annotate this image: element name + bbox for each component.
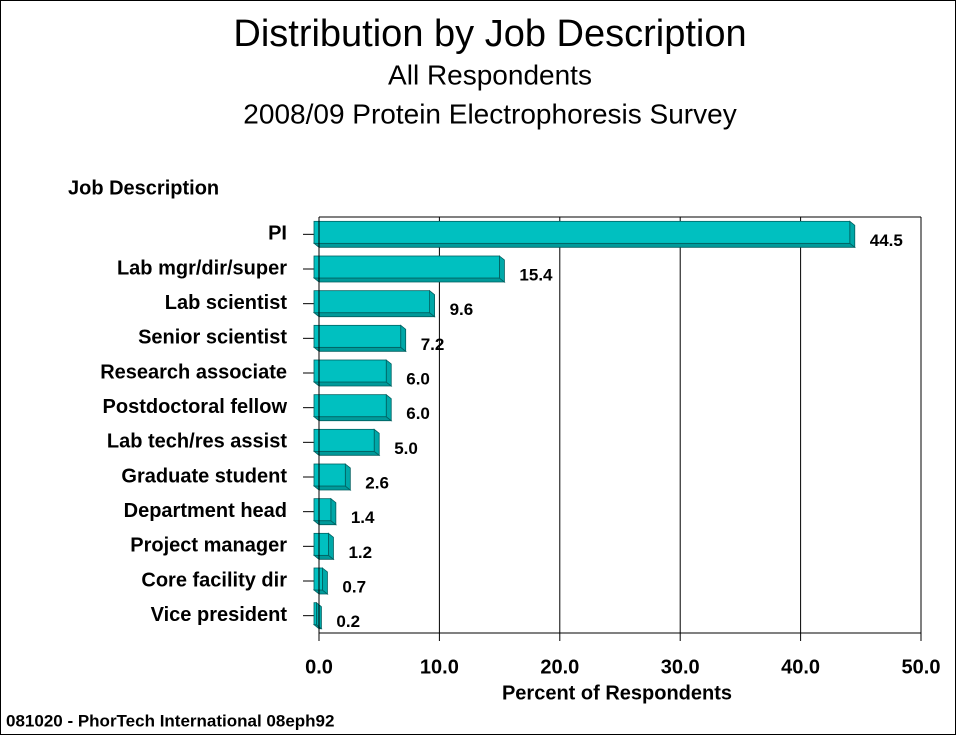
y-tick-label: Graduate student bbox=[121, 465, 287, 487]
bar-side bbox=[322, 567, 328, 595]
value-label: 6.0 bbox=[406, 369, 430, 388]
bar-side bbox=[385, 359, 392, 387]
x-tick-label: 40.0 bbox=[781, 656, 820, 678]
bar bbox=[313, 255, 500, 279]
bar-side bbox=[312, 416, 393, 422]
bar bbox=[313, 428, 375, 452]
y-tick-label: Postdoctoral fellow bbox=[103, 396, 288, 418]
bar-side bbox=[312, 346, 407, 352]
value-label: 7.2 bbox=[421, 335, 445, 354]
value-label: 9.6 bbox=[450, 300, 474, 319]
value-label: 1.2 bbox=[348, 543, 372, 562]
bar-side bbox=[312, 312, 436, 318]
y-tick-label: PI bbox=[268, 223, 287, 245]
bar-side bbox=[312, 381, 393, 387]
bar bbox=[313, 532, 329, 556]
y-tick-label: Core facility dir bbox=[141, 569, 287, 591]
x-tick-label: 30.0 bbox=[661, 656, 700, 678]
value-label: 0.2 bbox=[336, 612, 360, 631]
bar-side bbox=[499, 255, 505, 283]
x-tick-label: 10.0 bbox=[420, 656, 459, 678]
value-label: 0.7 bbox=[342, 577, 366, 596]
value-label: 44.5 bbox=[870, 231, 903, 250]
chart-subtitle: 2008/09 Protein Electrophoresis Survey bbox=[243, 98, 736, 129]
bar bbox=[313, 359, 387, 383]
chart-subtitle: All Respondents bbox=[388, 59, 592, 90]
bar-side bbox=[429, 289, 435, 318]
bar-side bbox=[373, 428, 380, 457]
y-tick-label: Research associate bbox=[100, 361, 287, 383]
x-tick-label: 50.0 bbox=[902, 656, 941, 678]
bar bbox=[313, 394, 387, 418]
bar bbox=[313, 220, 851, 244]
bar-side bbox=[330, 497, 337, 526]
y-tick-label: Senior scientist bbox=[138, 327, 287, 349]
value-label: 1.4 bbox=[351, 508, 375, 527]
bar-side bbox=[312, 277, 506, 283]
value-label: 5.0 bbox=[394, 439, 418, 458]
value-label: 15.4 bbox=[519, 265, 553, 284]
bar bbox=[313, 498, 332, 522]
value-label: 6.0 bbox=[406, 404, 430, 423]
x-tick-label: 0.0 bbox=[305, 656, 333, 678]
bar-side bbox=[400, 324, 407, 353]
y-tick-label: Department head bbox=[124, 500, 287, 522]
value-label: 2.6 bbox=[365, 473, 389, 492]
bar bbox=[313, 324, 402, 348]
footer: 081020 - PhorTech International 08eph92 bbox=[6, 711, 334, 730]
bar bbox=[313, 567, 323, 591]
bar-side bbox=[385, 393, 392, 422]
y-tick-label: Project manager bbox=[130, 535, 287, 557]
y-tick-label: Vice president bbox=[151, 604, 288, 626]
bar bbox=[313, 602, 317, 626]
bar-side bbox=[344, 463, 351, 491]
y-tick-label: Lab scientist bbox=[165, 292, 288, 314]
y-tick-label: Lab tech/res assist bbox=[107, 431, 287, 453]
chart-title: Distribution by Job Description bbox=[233, 13, 746, 55]
bar-side bbox=[312, 450, 381, 456]
bar bbox=[313, 463, 346, 487]
bar-side bbox=[312, 242, 856, 248]
x-axis-label: Percent of Respondents bbox=[502, 682, 732, 704]
bar-side bbox=[849, 220, 856, 249]
x-tick-label: 20.0 bbox=[540, 656, 579, 678]
y-tick-label: Lab mgr/dir/super bbox=[117, 257, 287, 279]
y-axis-label: Job Description bbox=[68, 177, 219, 199]
bar bbox=[313, 290, 430, 314]
bar-side bbox=[328, 532, 334, 561]
